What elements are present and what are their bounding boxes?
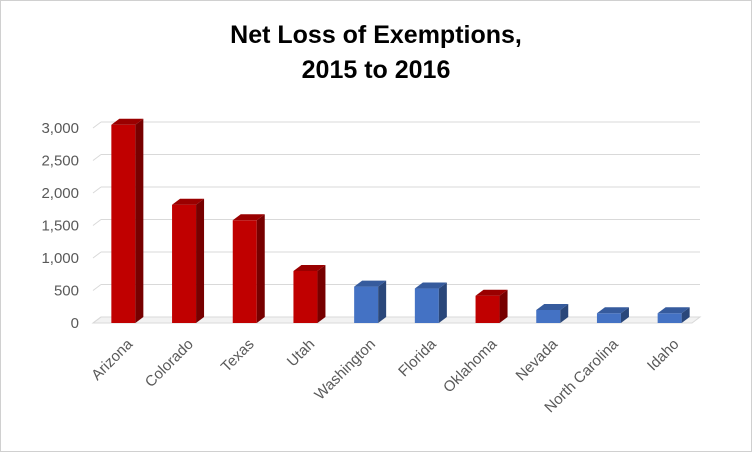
bar-top <box>414 282 447 289</box>
y-tick-label: 1,000 <box>41 250 79 267</box>
gridline-connector <box>92 284 102 291</box>
bar-side <box>560 304 569 323</box>
bar-front <box>293 271 318 323</box>
x-category-label: Oklahoma <box>440 335 501 396</box>
bar-side <box>196 198 205 323</box>
bar-front <box>475 295 500 323</box>
bar-side <box>135 118 144 323</box>
y-tick-label: 500 <box>54 283 79 300</box>
bar-top <box>232 214 265 221</box>
y-tick-label: 2,000 <box>41 185 79 202</box>
bar-top <box>354 280 387 287</box>
x-category-label: Washington <box>311 336 379 404</box>
chart-title-line-1: Net Loss of Exemptions, <box>230 21 522 49</box>
gridline-connector <box>92 121 102 129</box>
gridline-connector <box>92 154 102 161</box>
bar-front <box>172 204 197 323</box>
bar <box>536 304 569 323</box>
bar-side <box>438 282 447 323</box>
chart-title: Net Loss of Exemptions, 2015 to 2016 <box>0 18 752 88</box>
bar-top <box>536 304 569 310</box>
bar-side <box>681 307 690 323</box>
bar-front <box>232 220 257 323</box>
y-axis-tick-labels: 0 500 1,000 1,500 2,000 2,500 3,000 <box>41 120 79 332</box>
gridline-connector <box>92 316 102 324</box>
bar <box>475 289 508 323</box>
bar <box>172 198 205 323</box>
y-tick-label: 3,000 <box>41 120 79 137</box>
bar-top <box>596 307 629 314</box>
bar <box>657 307 690 323</box>
bar <box>111 118 144 323</box>
x-category-label: Florida <box>395 335 440 380</box>
bar <box>596 307 629 323</box>
x-category-label: Idaho <box>644 336 683 375</box>
bar-top <box>657 307 690 314</box>
y-tick-label: 1,500 <box>41 218 79 235</box>
x-category-label: Arizona <box>88 335 136 383</box>
bar <box>414 282 447 323</box>
bar-side <box>620 307 629 323</box>
y-tick-label: 2,500 <box>41 153 79 170</box>
y-tick-label: 0 <box>71 315 79 332</box>
x-category-label: Texas <box>218 336 258 376</box>
x-category-label: Colorado <box>142 336 197 391</box>
bar-front <box>414 288 439 323</box>
bar-front <box>354 286 379 323</box>
x-category-label: Nevada <box>512 335 561 384</box>
bar-side <box>317 265 326 323</box>
bar-side <box>499 289 508 323</box>
chart-title-line-2: 2015 to 2016 <box>301 56 451 84</box>
bar-front <box>111 124 136 323</box>
bar-front <box>536 310 561 323</box>
bar-top <box>475 289 508 296</box>
bar-front <box>596 313 621 323</box>
bar-side <box>378 280 387 323</box>
bar-top <box>172 198 205 205</box>
bar <box>232 214 265 323</box>
gridline-connector <box>92 219 102 226</box>
bar-top <box>293 265 326 271</box>
x-category-label: Utah <box>284 336 318 370</box>
bar-side <box>256 214 265 323</box>
bars <box>111 118 690 323</box>
gridline-connector <box>92 186 102 194</box>
bar-front <box>657 313 682 323</box>
bar <box>354 280 387 323</box>
gridline-connector <box>92 251 102 259</box>
bar <box>293 265 326 323</box>
bar-top <box>111 118 144 125</box>
